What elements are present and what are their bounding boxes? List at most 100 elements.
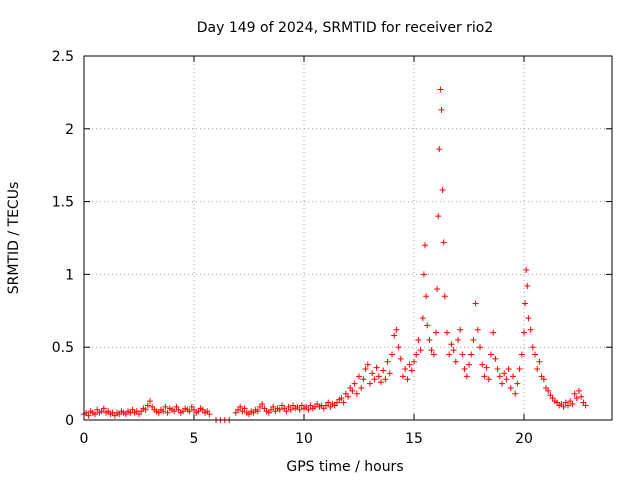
data-point: [382, 376, 389, 383]
x-tick-label: 15: [405, 431, 423, 447]
data-point: [452, 358, 459, 365]
data-point: [503, 376, 510, 383]
data-point: [100, 405, 107, 412]
data-point: [545, 387, 552, 394]
data-point: [287, 406, 294, 413]
data-point: [85, 412, 92, 419]
data-point: [578, 393, 585, 400]
y-tick-label: 2: [65, 122, 74, 138]
data-point: [353, 390, 360, 397]
data-point: [147, 398, 153, 405]
data-point: [481, 373, 488, 380]
data-point: [142, 406, 149, 413]
data-point: [527, 326, 534, 333]
data-point: [144, 402, 151, 409]
data-point: [582, 402, 589, 409]
data-point: [435, 213, 442, 220]
data-point: [160, 408, 167, 415]
x-tick-label: 5: [190, 431, 199, 447]
data-point: [536, 358, 543, 365]
data-point: [501, 370, 508, 377]
data-point: [444, 329, 450, 336]
data-point: [419, 315, 426, 322]
data-point: [573, 395, 580, 402]
x-axis-label: GPS time / hours: [286, 459, 403, 475]
data-point: [171, 408, 178, 415]
data-point: [560, 403, 567, 410]
data-point: [512, 390, 519, 397]
data-point: [420, 271, 427, 278]
data-point: [499, 380, 505, 387]
data-point: [507, 384, 514, 391]
data-point: [400, 373, 406, 380]
data-point: [479, 361, 486, 368]
data-point: [534, 366, 541, 373]
data-point: [424, 322, 431, 329]
y-tick-label: 0.5: [52, 340, 74, 356]
data-point: [540, 376, 547, 383]
data-point: [362, 366, 369, 373]
x-tick-label: 0: [80, 431, 89, 447]
data-point: [505, 366, 512, 373]
data-point: [283, 408, 290, 415]
data-point: [490, 329, 497, 336]
grid: [84, 56, 612, 420]
data-point: [397, 355, 404, 362]
data-point: [450, 347, 457, 354]
data-point: [371, 376, 378, 383]
data-point: [423, 293, 430, 300]
data-point: [437, 86, 444, 93]
data-point: [494, 366, 501, 373]
data-series-rio2: [81, 86, 589, 423]
y-axis-label: SRMTID / TECUs: [6, 182, 22, 295]
data-point: [417, 347, 424, 354]
data-point: [358, 384, 365, 391]
data-point: [375, 373, 382, 380]
data-point: [305, 406, 312, 413]
data-point: [395, 344, 402, 351]
data-point: [485, 376, 492, 383]
data-point: [518, 351, 525, 358]
data-point: [186, 408, 193, 415]
data-point: [406, 361, 413, 368]
data-point: [496, 373, 503, 380]
data-point: [448, 341, 455, 348]
data-point: [389, 351, 395, 358]
data-point: [434, 285, 441, 292]
data-point: [408, 367, 415, 374]
data-point: [206, 411, 213, 418]
data-point: [438, 106, 445, 113]
data-point: [270, 403, 277, 410]
data-point: [384, 358, 391, 365]
plot-frame: [83, 55, 613, 421]
data-point: [576, 387, 582, 394]
data-point: [521, 329, 527, 336]
data-point: [477, 344, 483, 351]
data-point: [455, 336, 461, 343]
data-point: [468, 351, 475, 358]
data-point: [483, 364, 490, 371]
data-point: [241, 405, 248, 412]
data-point: [349, 387, 356, 394]
data-point: [254, 408, 261, 415]
data-point: [514, 380, 521, 387]
data-point: [571, 390, 578, 397]
data-point: [510, 373, 516, 380]
data-point: [404, 376, 411, 383]
data-point: [422, 242, 428, 249]
data-point: [360, 376, 367, 383]
data-point: [522, 300, 529, 307]
data-point: [439, 186, 446, 193]
data-point: [367, 380, 373, 387]
data-point: [463, 373, 470, 380]
data-point: [565, 402, 571, 409]
axis-ticks: 0 5 10 15 20 0 0.5 1 1.5 2 2.5: [52, 49, 612, 447]
data-point: [402, 366, 409, 373]
y-tick-label: 0: [65, 413, 74, 429]
data-point: [532, 351, 538, 358]
data-point: [488, 351, 494, 358]
data-point: [523, 267, 530, 274]
data-point: [380, 367, 387, 374]
data-point: [470, 336, 477, 343]
